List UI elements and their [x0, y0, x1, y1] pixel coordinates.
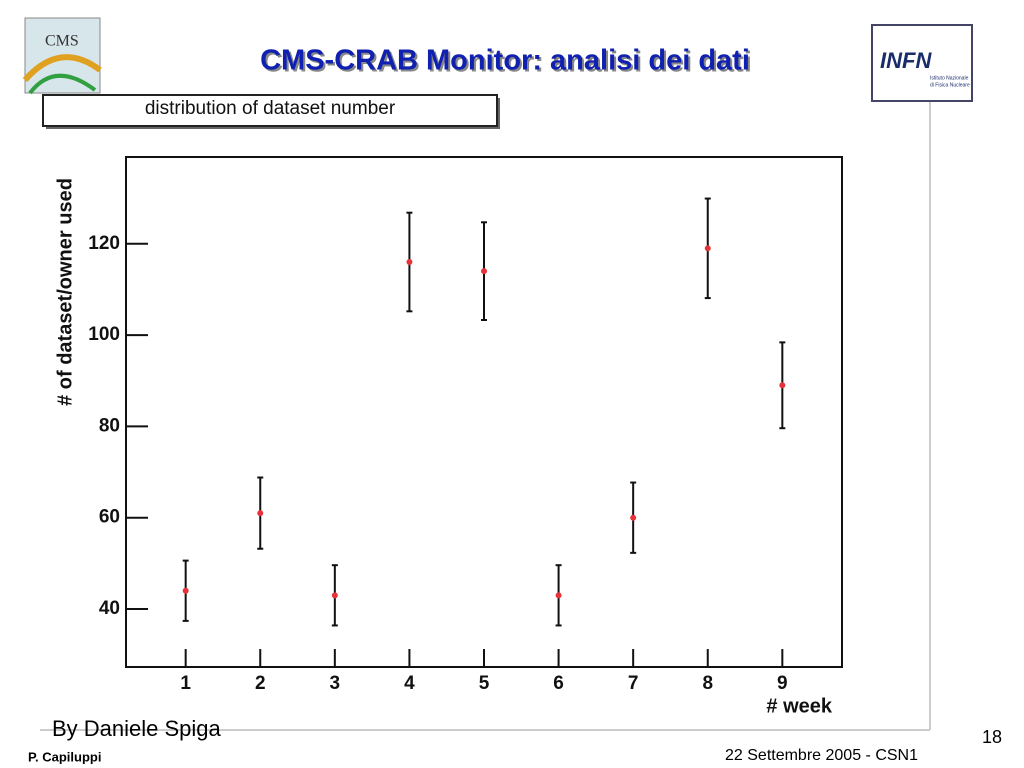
- logo-subtext: Istituto Nazionale: [930, 75, 969, 81]
- page-number: 18: [982, 727, 1002, 747]
- y-axis-label: # of dataset/owner used: [54, 178, 76, 406]
- data-point: [630, 514, 637, 521]
- x-tick-label: 1: [180, 673, 191, 694]
- x-tick-label: 6: [553, 673, 564, 694]
- data-point: [331, 592, 338, 599]
- data-point: [406, 259, 413, 266]
- logo-subtext: di Fisica Nucleare: [930, 82, 970, 88]
- infn-logo: INFN Istituto Nazionale di Fisica Nuclea…: [871, 24, 973, 102]
- presenter: P. Capiluppi: [28, 749, 101, 764]
- x-axis-label: # week: [766, 695, 832, 717]
- x-tick-label: 5: [479, 673, 490, 694]
- slide-title: CMS-CRAB Monitor: analisi dei dati: [260, 45, 750, 77]
- data-point: [257, 510, 264, 517]
- chart-title: distribution of dataset number: [145, 98, 396, 119]
- x-tick-label: 9: [777, 673, 788, 694]
- y-tick-label: 40: [99, 598, 120, 619]
- cms-logo: CMS: [22, 17, 102, 95]
- y-tick-label: 60: [99, 507, 120, 528]
- data-point: [481, 268, 487, 275]
- footer: 22 Settembre 2005 - CSN1: [725, 747, 918, 764]
- y-tick-label: 120: [88, 233, 120, 254]
- data-point: [704, 245, 711, 252]
- title-shadow: CMS-CRAB Monitor: analisi dei dati: [262, 47, 752, 79]
- logo-text: INFN: [880, 48, 932, 73]
- x-tick-label: 2: [255, 673, 266, 694]
- chart-title-box: [42, 94, 498, 127]
- data-point: [555, 592, 562, 599]
- y-tick-label: 80: [99, 415, 120, 436]
- author: By Daniele Spiga: [52, 716, 222, 741]
- x-tick-label: 4: [404, 673, 415, 694]
- y-tick-label: 100: [88, 324, 120, 345]
- logo-text: CMS: [45, 33, 79, 50]
- data-point: [182, 587, 189, 594]
- data-point: [779, 382, 786, 389]
- x-tick-label: 8: [702, 673, 713, 694]
- x-tick-label: 3: [330, 673, 341, 694]
- x-tick-label: 7: [628, 673, 639, 694]
